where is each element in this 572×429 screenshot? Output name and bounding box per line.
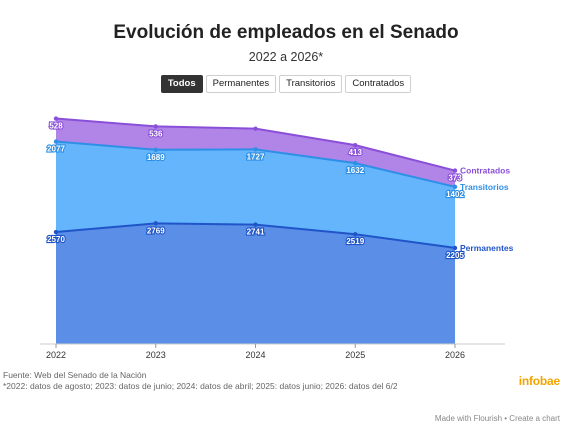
permanentes-area bbox=[56, 223, 455, 344]
contratados-data-label: 413 bbox=[349, 148, 363, 157]
permanentes-point bbox=[452, 245, 458, 251]
contratados-point bbox=[53, 116, 59, 121]
source-note: Fuente: Web del Senado de la Nación bbox=[3, 370, 147, 380]
permanentes-point bbox=[153, 221, 158, 226]
contratados-data-label: 373 bbox=[448, 174, 462, 183]
transitorios-data-label: 1402 bbox=[446, 190, 464, 199]
permanentes-data-label: 2769 bbox=[147, 226, 165, 235]
x-tick-label: 2025 bbox=[345, 350, 365, 360]
contratados-data-label: 536 bbox=[149, 129, 163, 138]
chart-title: Evolución de empleados en el Senado bbox=[113, 22, 459, 43]
filter-todos-button[interactable]: Todos bbox=[160, 75, 203, 93]
contratados-point bbox=[452, 168, 458, 173]
filter-bar: Todos Permanentes Transitorios Contratad… bbox=[0, 75, 572, 93]
x-tick-label: 2026 bbox=[445, 350, 465, 360]
permanentes-data-label: 2519 bbox=[346, 237, 364, 246]
permanentes-data-label: 2741 bbox=[247, 228, 265, 237]
contratados-area bbox=[56, 118, 455, 187]
date-note: *2022: datos de agosto; 2023: datos de j… bbox=[3, 381, 398, 391]
contratados-series-label: Contratados bbox=[460, 166, 510, 176]
transitorios-point bbox=[452, 184, 458, 190]
transitorios-data-label: 1727 bbox=[247, 152, 265, 161]
transitorios-data-label: 1689 bbox=[147, 153, 165, 162]
transitorios-data-label: 1632 bbox=[346, 166, 364, 175]
permanentes-point bbox=[53, 229, 59, 235]
transitorios-point bbox=[353, 160, 358, 166]
permanentes-point bbox=[353, 232, 358, 237]
infobae-logo: infobae bbox=[518, 374, 560, 388]
stacked-area-chart: 2570 2769 2741 2519 2205 2077 1689 1727 1632 1402… bbox=[40, 116, 514, 360]
permanentes-series-label: Permanentes bbox=[460, 243, 514, 253]
transitorios-point bbox=[153, 147, 158, 152]
permanentes-data-label: 2205 bbox=[446, 251, 464, 260]
filter-transitorios-button[interactable]: Transitorios bbox=[279, 75, 343, 93]
chart-subtitle: 2022 a 2026* bbox=[248, 50, 324, 64]
chart-footer: Fuente: Web del Senado de la Nación *202… bbox=[3, 370, 398, 392]
contratados-point bbox=[153, 124, 158, 129]
contratados-data-label: 528 bbox=[49, 122, 63, 131]
permanentes-point bbox=[253, 222, 258, 227]
contratados-point bbox=[253, 126, 258, 131]
transitorios-series-label: Transitorios bbox=[460, 182, 509, 192]
contratados-point bbox=[353, 142, 358, 148]
x-tick-label: 2022 bbox=[46, 350, 66, 360]
filter-permanentes-button[interactable]: Permanentes bbox=[205, 75, 277, 93]
x-tick-label: 2024 bbox=[245, 350, 265, 360]
transitorios-point bbox=[53, 139, 59, 144]
filter-contratados-button[interactable]: Contratados bbox=[345, 75, 412, 93]
permanentes-data-label: 2570 bbox=[47, 235, 65, 244]
made-with-flourish-link[interactable]: Made with Flourish • Create a chart bbox=[434, 414, 560, 423]
transitorios-data-label: 2077 bbox=[47, 145, 65, 154]
x-tick-label: 2023 bbox=[146, 350, 166, 360]
transitorios-point bbox=[253, 147, 258, 152]
